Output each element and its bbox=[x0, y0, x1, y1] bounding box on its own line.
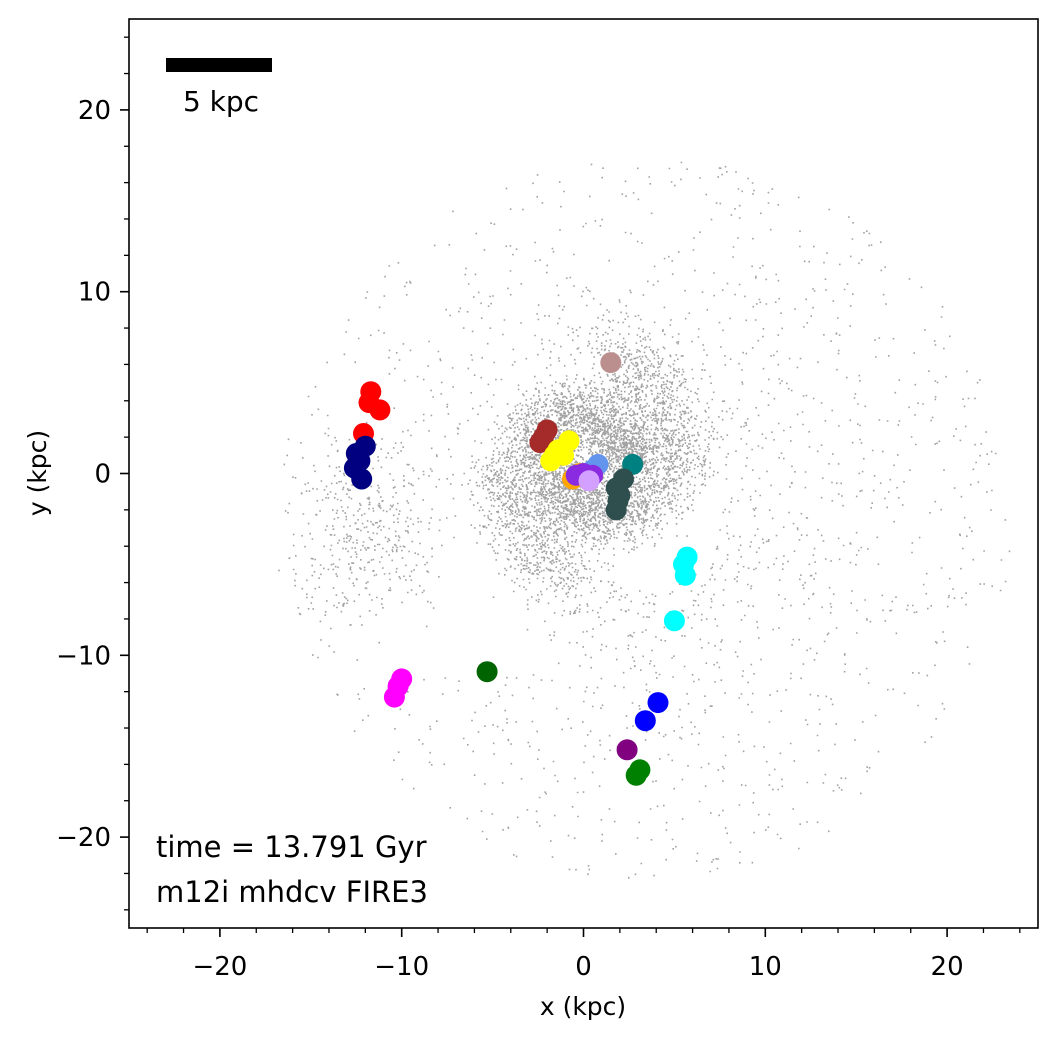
scatter-point bbox=[543, 444, 565, 466]
x-axis-label: x (kpc) bbox=[540, 992, 626, 1021]
scatter-points bbox=[343, 352, 698, 786]
scatter-point bbox=[663, 610, 685, 632]
scatter-point bbox=[605, 499, 627, 521]
scale-bar bbox=[166, 58, 272, 72]
scatter-point bbox=[634, 710, 656, 732]
gas-particles bbox=[278, 161, 1011, 879]
y-tick-label: −20 bbox=[56, 823, 111, 853]
x-tick-label: 0 bbox=[575, 952, 592, 982]
y-tick-label: 10 bbox=[78, 278, 111, 308]
x-tick-label: −20 bbox=[192, 952, 247, 982]
y-axis-label: y (kpc) bbox=[23, 430, 52, 516]
scatter-point bbox=[383, 686, 405, 708]
axis-ticks: −20 −10 0 10 20 −20 −10 0 10 20 bbox=[56, 36, 1021, 982]
scatter-point bbox=[476, 661, 498, 683]
y-tick-label: 20 bbox=[78, 96, 111, 126]
scatter-point bbox=[616, 739, 638, 761]
x-tick-label: −10 bbox=[374, 952, 429, 982]
scatter-point bbox=[674, 564, 696, 586]
x-tick-label: 20 bbox=[931, 952, 964, 982]
y-tick-label: 0 bbox=[94, 460, 111, 490]
scatter-point bbox=[349, 450, 371, 472]
scatter-point bbox=[625, 764, 647, 786]
scatter-point bbox=[351, 468, 373, 490]
run-name-annotation: m12i mhdcv FIRE3 bbox=[156, 875, 428, 909]
scatter-point bbox=[600, 352, 622, 374]
time-annotation: time = 13.791 Gyr bbox=[156, 830, 427, 864]
scatter-point bbox=[647, 692, 669, 714]
x-tick-label: 10 bbox=[749, 952, 782, 982]
y-tick-label: −10 bbox=[56, 641, 111, 671]
gas-particle-map bbox=[278, 161, 1011, 879]
scale-bar-label: 5 kpc bbox=[183, 85, 259, 118]
scatter-point bbox=[578, 470, 600, 492]
scatter-point bbox=[369, 399, 391, 421]
scatter-point bbox=[533, 426, 554, 448]
